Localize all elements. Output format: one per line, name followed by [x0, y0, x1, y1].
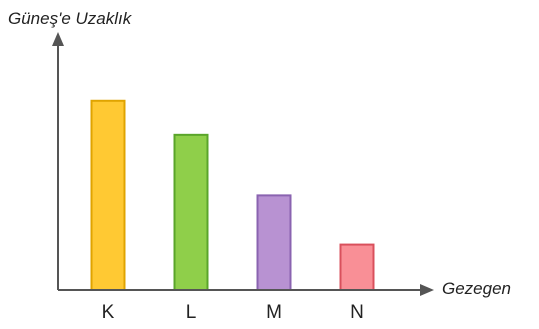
- bar-m: [256, 194, 292, 291]
- bars-group: [90, 99, 375, 292]
- x-tick-label-m: M: [266, 302, 282, 323]
- bar-n: [339, 243, 375, 291]
- y-axis-title: Güneş'e Uzaklık: [8, 9, 133, 28]
- x-tick-label-l: L: [186, 302, 197, 323]
- bar-k: [90, 99, 126, 292]
- y-axis-arrow-icon: [52, 32, 64, 46]
- x-axis-arrow-icon: [420, 284, 434, 296]
- x-tick-label-k: K: [102, 302, 115, 323]
- x-tick-labels: K L M N: [102, 302, 364, 323]
- bar-l: [173, 133, 209, 291]
- x-tick-label-n: N: [350, 302, 364, 323]
- x-axis-title: Gezegen: [442, 279, 511, 298]
